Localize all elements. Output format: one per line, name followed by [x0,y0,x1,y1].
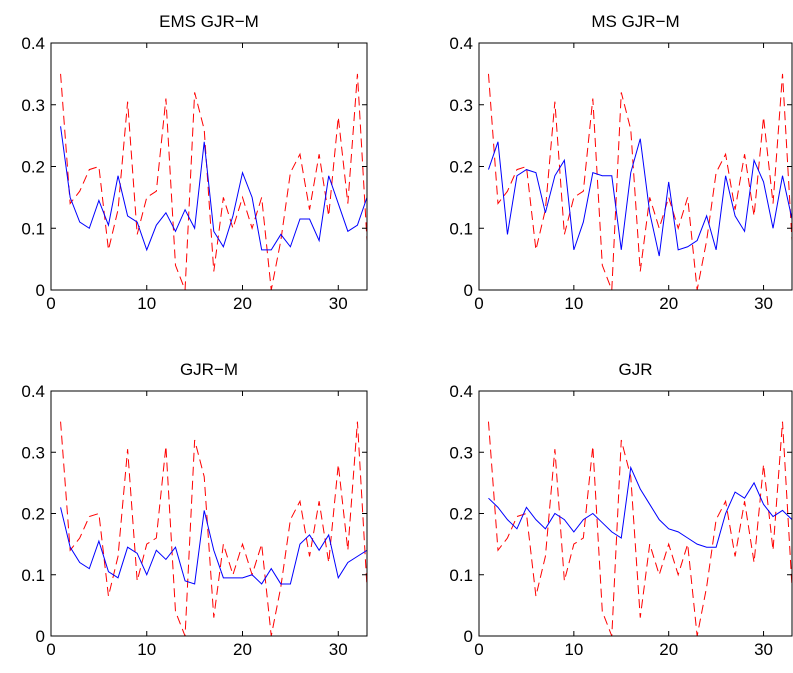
y-tick-label: 0.4 [21,34,45,53]
data-line [60,73,367,291]
y-tick-label: 0 [36,627,45,646]
x-tick-label: 30 [754,640,773,659]
x-tick-label: 10 [137,294,156,313]
y-tick-label: 0.2 [449,505,473,524]
x-tick-label: 0 [474,640,483,659]
x-tick-label: 0 [474,294,483,313]
y-tick-label: 0.2 [449,158,473,177]
y-tick-label: 0.1 [21,566,45,585]
x-tick-label: 30 [329,640,348,659]
y-tick-label: 0.4 [449,382,473,401]
y-tick-label: 0.1 [21,219,45,238]
axes-box [50,390,368,637]
chart-title: GJR−M [180,360,238,379]
y-tick-label: 0 [464,281,473,300]
axes-box [50,42,368,291]
chart-title: EMS GJR−M [159,12,259,31]
x-tick-label: 0 [46,294,55,313]
y-tick-label: 0.2 [21,505,45,524]
y-tick-label: 0.3 [449,443,473,462]
data-line [487,73,792,291]
x-tick-label: 10 [564,640,583,659]
axes-box [478,390,793,637]
x-tick-label: 10 [137,640,156,659]
y-tick-label: 0 [464,627,473,646]
y-tick-label: 0 [36,281,45,300]
axes-box [478,42,793,291]
chart-title: GJR [619,360,653,379]
data-line [488,465,792,548]
x-tick-label: 20 [233,294,252,313]
x-tick-label: 30 [754,294,773,313]
chart-title: MS GJR−M [591,12,679,31]
data-line [60,421,367,637]
y-tick-label: 0.4 [21,382,45,401]
x-tick-label: 10 [564,294,583,313]
x-tick-label: 20 [659,640,678,659]
y-tick-label: 0.1 [449,219,473,238]
x-tick-label: 20 [233,640,252,659]
data-line [60,126,367,252]
y-tick-label: 0.3 [21,96,45,115]
data-line [487,421,792,637]
y-tick-label: 0.4 [449,34,473,53]
x-tick-label: 0 [46,640,55,659]
y-tick-label: 0.2 [21,158,45,177]
y-tick-label: 0.3 [21,443,45,462]
x-tick-label: 20 [659,294,678,313]
data-line [60,507,367,585]
y-tick-label: 0.3 [449,96,473,115]
x-tick-label: 30 [329,294,348,313]
y-tick-label: 0.1 [449,566,473,585]
data-line [488,138,792,257]
